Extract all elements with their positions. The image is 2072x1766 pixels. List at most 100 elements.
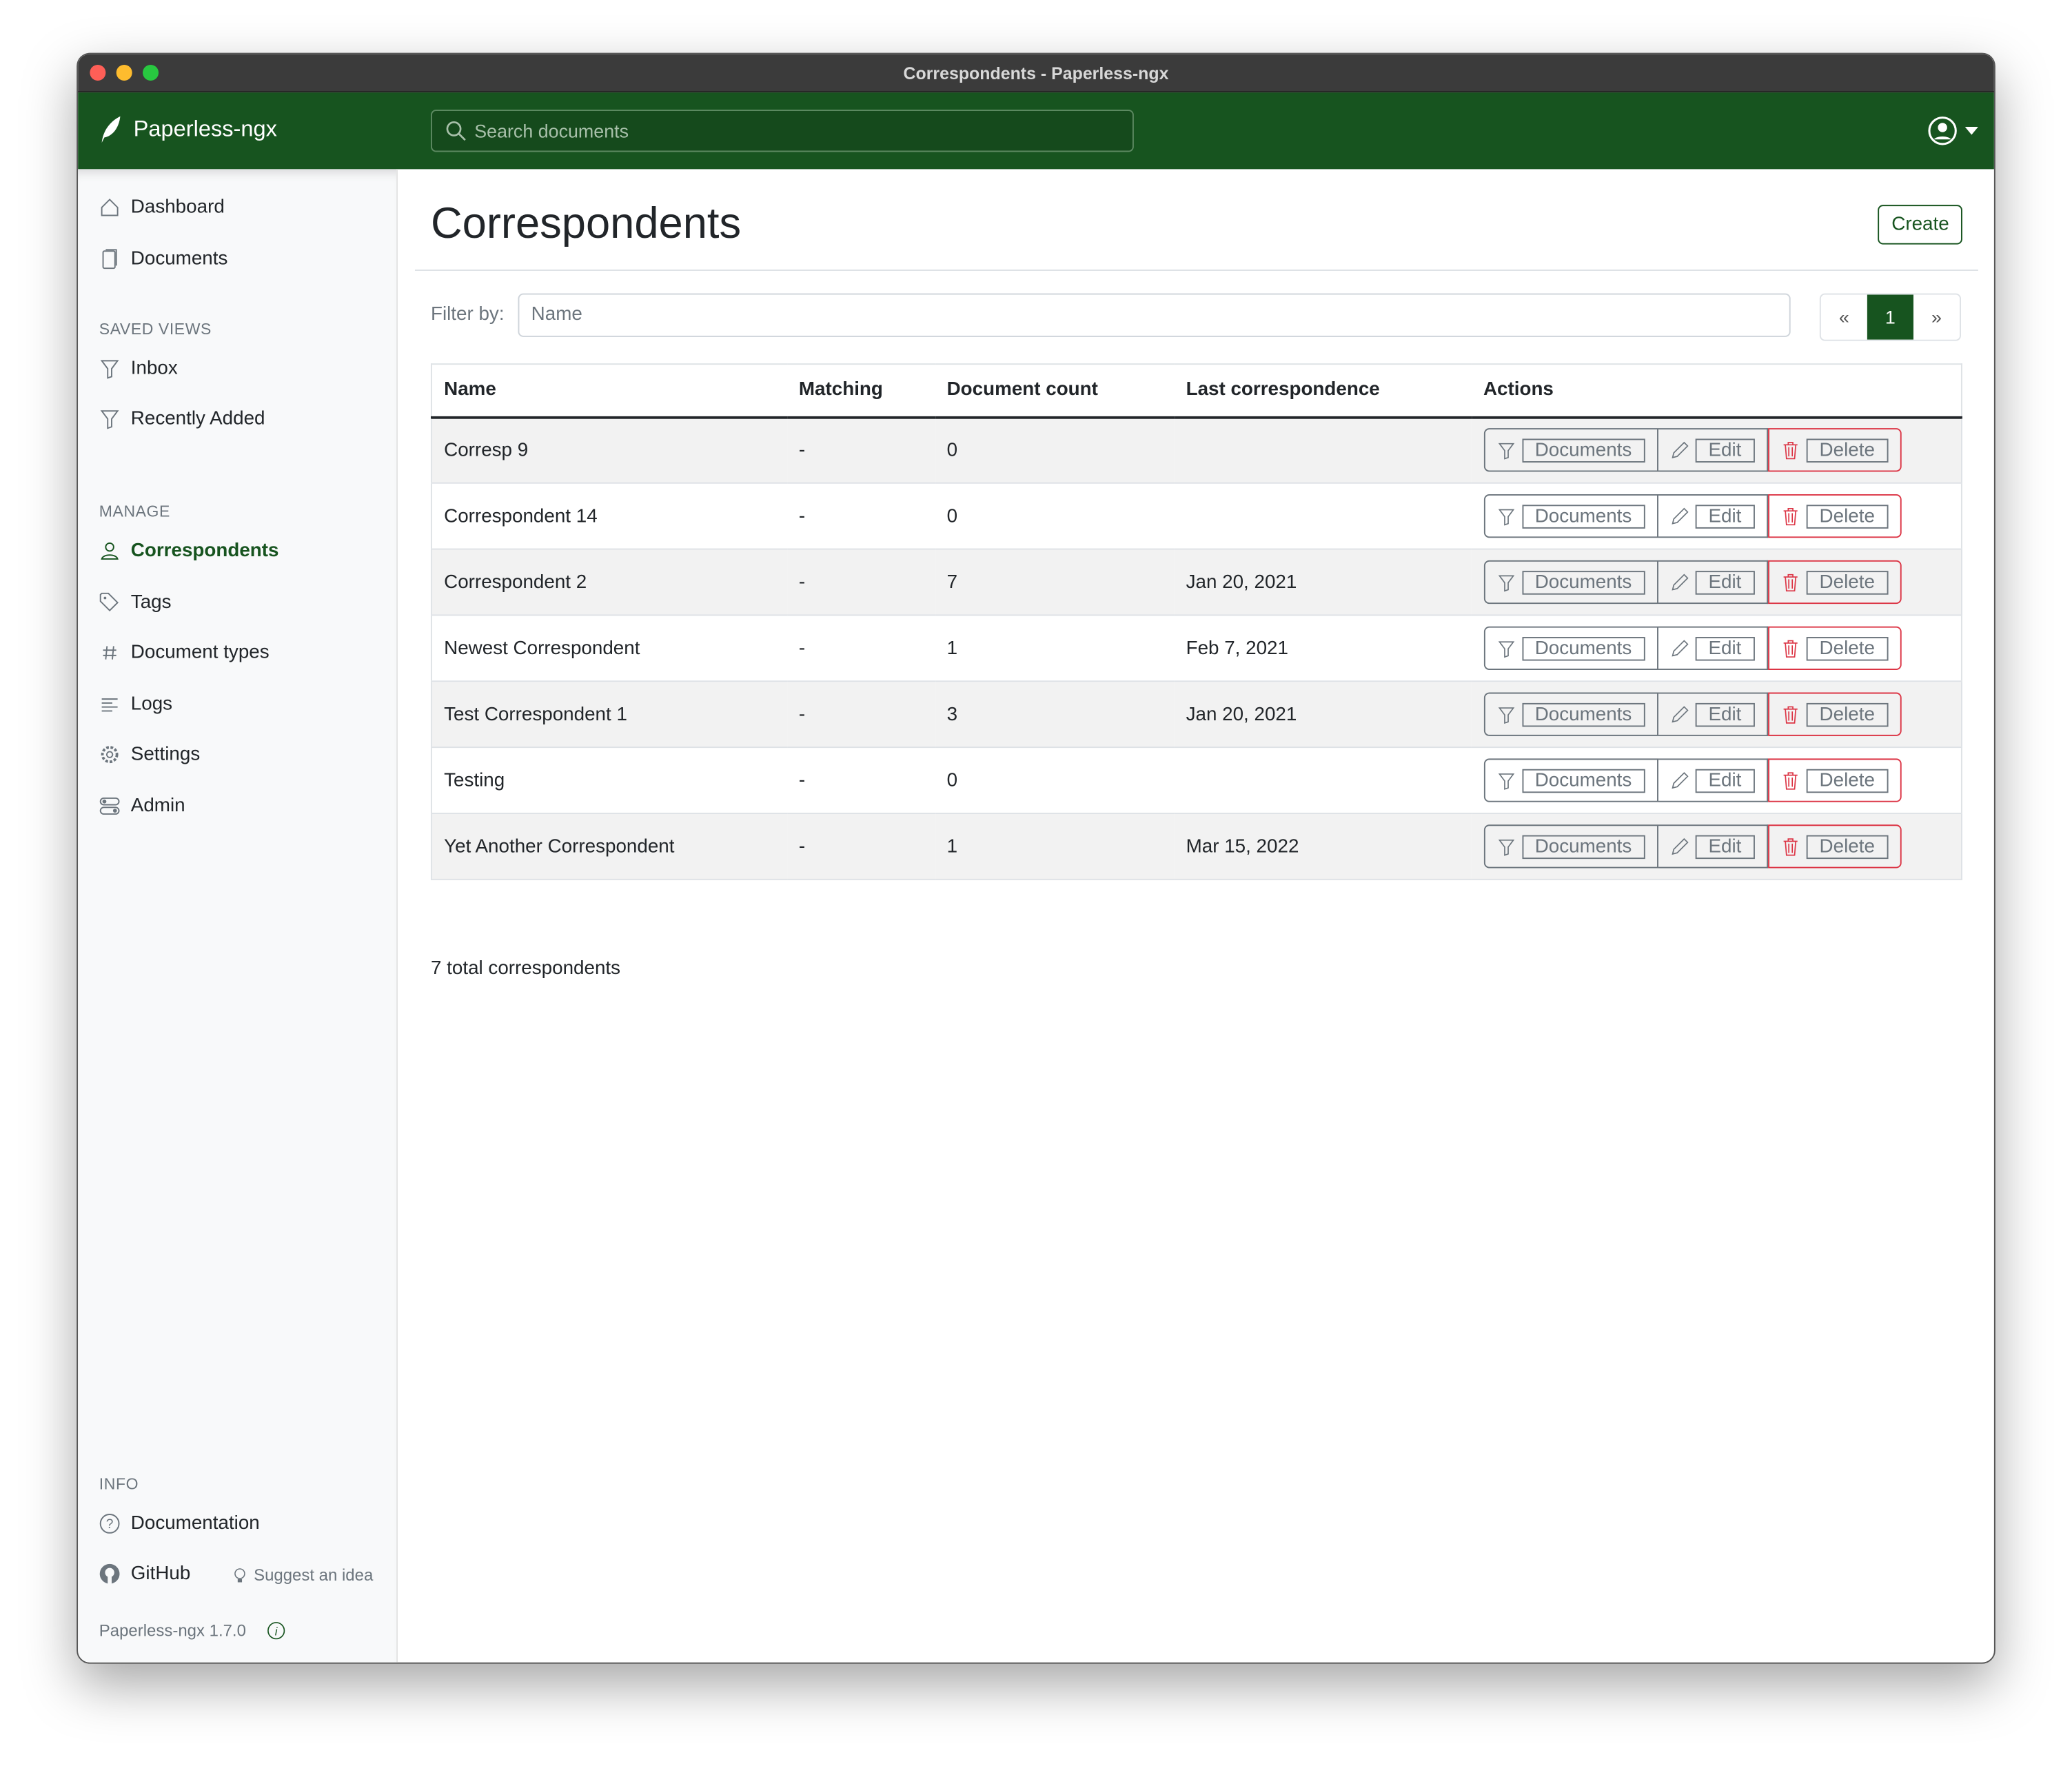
label: Document types [130, 642, 270, 664]
sidebar-item-dashboard[interactable]: Dashboard [99, 196, 225, 219]
sidebar-item-documentation[interactable]: ? Documentation [99, 1513, 260, 1534]
search-input[interactable]: Search documents [430, 110, 1134, 152]
actions-cell: Documents Edit Delete [1471, 482, 1962, 549]
label: Documents [1521, 438, 1645, 463]
label: Documentation [130, 1513, 260, 1534]
filter-label: Filter by: [430, 303, 505, 325]
label: Suggest an idea [254, 1565, 374, 1585]
version-info: Paperless-ngx 1.7.0 i [99, 1621, 286, 1640]
sidebar-item-document-types[interactable]: Document types [99, 642, 270, 664]
edit-button[interactable]: Edit [1658, 626, 1768, 670]
table-row: Corresp 9 - 0 Documents Edit Delete [431, 416, 1962, 483]
last-correspondence-cell: Jan 20, 2021 [1174, 680, 1472, 748]
edit-button[interactable]: Edit [1658, 560, 1768, 605]
create-button[interactable]: Create [1878, 205, 1962, 245]
label: Delete [1806, 834, 1889, 859]
pencil-icon [1672, 507, 1689, 524]
trash-icon [1783, 639, 1798, 657]
delete-button[interactable]: Delete [1767, 824, 1902, 869]
documents-button[interactable]: Documents [1483, 692, 1658, 736]
edit-button[interactable]: Edit [1658, 824, 1768, 869]
name-cell: Correspondent 14 [431, 482, 787, 549]
total-count: 7 total correspondents [430, 957, 621, 980]
delete-button[interactable]: Delete [1767, 692, 1902, 736]
trash-icon [1783, 507, 1798, 525]
user-menu-button[interactable] [1928, 116, 1978, 145]
pagination: « 1 » [1819, 293, 1961, 341]
actions-cell: Documents Edit Delete [1471, 680, 1962, 748]
brand-link[interactable]: Paperless-ngx [99, 115, 277, 144]
delete-button[interactable]: Delete [1767, 494, 1902, 538]
trash-icon [1783, 441, 1798, 459]
info-heading: INFO [99, 1474, 139, 1494]
sidebar-item-settings[interactable]: Settings [99, 744, 200, 765]
files-icon [102, 249, 117, 270]
github-icon [99, 1563, 120, 1585]
funnel-icon [1497, 640, 1514, 658]
matching-cell: - [786, 680, 935, 748]
name-cell: Corresp 9 [431, 416, 787, 483]
documents-button[interactable]: Documents [1483, 494, 1658, 538]
title-bar: Correspondents - Paperless-ngx [78, 54, 1994, 93]
delete-button[interactable]: Delete [1767, 758, 1902, 802]
page-1-button[interactable]: 1 [1867, 294, 1913, 340]
name-cell: Test Correspondent 1 [431, 680, 787, 748]
label: Edit [1695, 768, 1755, 793]
column-header-document-count[interactable]: Document count [935, 364, 1175, 418]
sidebar-item-tags[interactable]: Tags [99, 592, 172, 613]
last-correspondence-cell: Mar 15, 2022 [1174, 813, 1472, 880]
sidebar-item-github[interactable]: GitHub [99, 1563, 190, 1585]
pencil-icon [1672, 441, 1689, 458]
minimize-window-button[interactable] [116, 64, 132, 81]
sidebar-item-documents[interactable]: Documents [99, 248, 227, 270]
document-count-cell: 7 [935, 548, 1175, 616]
delete-button[interactable]: Delete [1767, 626, 1902, 670]
delete-button[interactable]: Delete [1767, 560, 1902, 605]
lightbulb-icon [234, 1567, 245, 1582]
funnel-icon [1497, 574, 1514, 591]
suggest-idea-link[interactable]: Suggest an idea [231, 1566, 373, 1585]
label: Edit [1695, 834, 1755, 859]
app-window: Correspondents - Paperless-ngx Paperless… [77, 52, 1995, 1664]
sidebar-item-admin[interactable]: Admin [99, 795, 185, 817]
delete-button[interactable]: Delete [1767, 428, 1902, 472]
action-button-group: Documents Edit Delete [1483, 692, 1902, 736]
column-header-last-correspondence[interactable]: Last correspondence [1174, 364, 1472, 418]
sidebar-item-logs[interactable]: Logs [99, 693, 172, 715]
documents-button[interactable]: Documents [1483, 824, 1658, 869]
close-window-button[interactable] [90, 64, 106, 81]
trash-icon [1783, 573, 1798, 591]
documents-button[interactable]: Documents [1483, 428, 1658, 472]
edit-button[interactable]: Edit [1658, 758, 1768, 802]
name-filter-input[interactable]: Name [518, 293, 1791, 337]
search-icon [446, 121, 466, 141]
previous-page-button[interactable]: « [1838, 306, 1849, 328]
edit-button[interactable]: Edit [1658, 692, 1768, 736]
info-circle-icon[interactable]: i [267, 1621, 286, 1640]
gear-icon [101, 746, 119, 764]
sidebar-item-inbox[interactable]: Inbox [99, 358, 178, 379]
main-content: Correspondents Create Filter by: Name « … [398, 169, 1994, 1662]
table-row: Newest Correspondent - 1 Feb 7, 2021 Doc… [431, 614, 1962, 682]
label: Dashboard [130, 196, 225, 219]
edit-button[interactable]: Edit [1658, 494, 1768, 538]
column-header-matching[interactable]: Matching [786, 364, 935, 418]
documents-button[interactable]: Documents [1483, 560, 1658, 605]
leaf-logo-icon [101, 116, 121, 143]
documents-button[interactable]: Documents [1483, 758, 1658, 802]
maximize-window-button[interactable] [143, 64, 159, 81]
sidebar-item-correspondents[interactable]: Correspondents [99, 540, 279, 562]
edit-button[interactable]: Edit [1658, 428, 1768, 472]
documents-button[interactable]: Documents [1483, 626, 1658, 670]
actions-cell: Documents Edit Delete [1471, 813, 1962, 880]
sidebar-item-recently-added[interactable]: Recently Added [99, 408, 265, 429]
label: Delete [1806, 702, 1889, 727]
label: Settings [130, 744, 201, 766]
document-count-cell: 0 [935, 416, 1175, 483]
funnel-icon [1497, 443, 1514, 460]
column-header-name[interactable]: Name [431, 364, 787, 418]
next-page-button[interactable]: » [1931, 306, 1942, 328]
pencil-icon [1672, 705, 1689, 722]
saved-views-heading: SAVED VIEWS [99, 319, 212, 338]
label: Documents [1521, 834, 1645, 859]
